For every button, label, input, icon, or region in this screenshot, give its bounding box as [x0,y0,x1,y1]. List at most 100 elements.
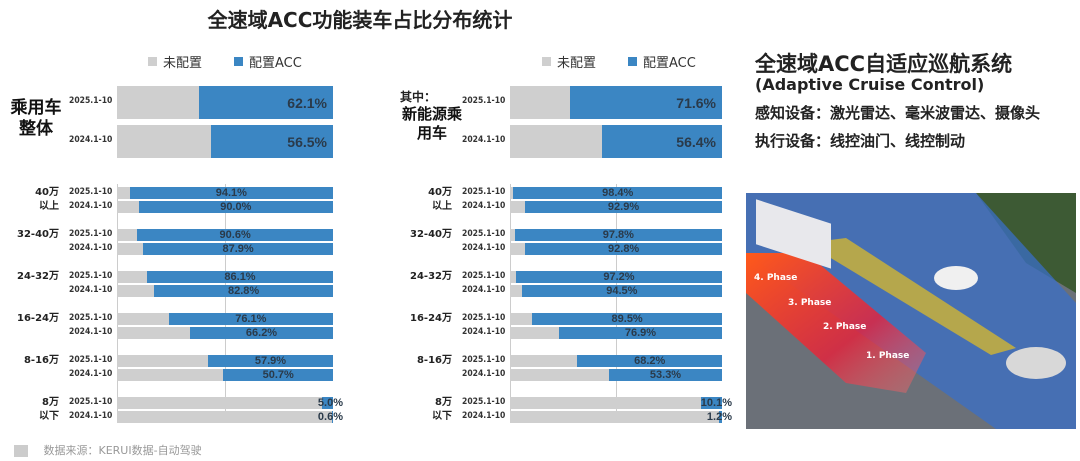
bar-configured [602,125,722,158]
data-label: 66.2% [245,326,278,339]
data-label: 56.4% [676,133,716,150]
bar-unconfigured [510,397,722,409]
bar-configured [532,313,722,325]
segment-label: 8万 以下 [432,397,452,422]
legend-right: 未配置 配置ACC [542,52,696,71]
bar-configured [719,411,722,423]
page-title: 全速域ACC功能装车占比分布统计 [207,8,513,32]
bar-configured [570,86,722,119]
segment-label: 8-16万 [23,355,59,366]
info-subtitle: (Adaptive Cruise Control) [755,75,985,94]
data-label: 10.1% [700,396,732,409]
bar-configured [207,355,333,367]
bar-configured [190,327,333,339]
data-label: 89.5% [611,312,643,325]
data-label: 5.0% [317,396,343,409]
bar-configured [322,397,333,409]
info-sensing: 感知设备：激光雷达、毫米波雷达、摄像头 [755,104,1041,122]
date-label: 2024.1-10 [69,369,113,379]
distance-stripes [806,238,1016,355]
date-label: 2025.1-10 [462,313,506,323]
group-label-overall: 乘用车整体 [10,98,62,139]
data-label: 76.1% [235,312,267,325]
bar-unconfigured [117,411,333,423]
segment-label: 16-24万 [410,313,452,324]
group-label-nev: 其中： 新能源乘用车 [400,88,464,143]
data-label: 71.6% [676,94,716,111]
bar-configured [147,271,333,283]
data-label: 94.5% [606,284,638,297]
data-label: 68.2% [634,354,666,367]
date-label: 2024.1-10 [69,411,113,421]
group-label-text: 新能源乘用车 [401,105,462,142]
bar-configured [210,125,333,158]
bar-configured [558,327,722,339]
bar-unconfigured [117,397,333,409]
info-title: 全速域ACC自适应巡航系统 [755,52,1013,76]
calendar-icon [14,445,28,457]
segment-label: 8万 以下 [39,397,59,422]
legend-left: 未配置 配置ACC [148,52,302,71]
bar-configured [223,369,333,381]
date-label: 2025.1-10 [462,187,506,197]
data-label: 90.6% [219,228,251,241]
data-label: 62.1% [287,94,327,111]
data-label: 76.9% [624,326,657,339]
data-label: 87.9% [222,242,254,255]
legend-swatch-configured [234,57,244,66]
phase-label: 3. Phase [788,298,831,308]
segment-label: 24-32万 [17,271,59,282]
info-actuation: 执行设备：线控油门、线控制动 [755,132,966,150]
bar-configured [515,271,722,283]
car-icon [934,266,978,290]
date-label: 2024.1-10 [462,243,506,253]
phase-label: 4. Phase [754,273,797,283]
data-label: 1.2% [706,410,732,423]
date-label: 2025.1-10 [69,96,113,106]
legend-unconfigured: 未配置 [557,56,597,71]
date-label: 2025.1-10 [462,355,506,365]
bar-configured [514,229,722,241]
legend-unconfigured: 未配置 [163,56,203,71]
source-text: 数据来源：KERUI数据-自动驾驶 [43,444,202,457]
axis-line [510,184,511,420]
date-label: 2024.1-10 [462,327,506,337]
bar-configured [513,187,722,199]
segment-label: 24-32万 [410,271,452,282]
data-label: 92.9% [607,200,640,213]
segment-label: 16-24万 [17,313,59,324]
data-label: 57.9% [254,354,287,367]
segment-label: 32-40万 [410,229,452,240]
bar-configured [521,285,722,297]
date-label: 2025.1-10 [69,313,113,323]
date-label: 2024.1-10 [462,135,506,145]
bar-configured [331,411,333,423]
date-label: 2025.1-10 [69,355,113,365]
data-label: 0.6% [317,410,343,423]
group-label-prefix: 其中： [400,90,437,104]
data-label: 50.7% [262,368,294,381]
segment-label: 40万 以上 [428,187,452,212]
date-label: 2025.1-10 [462,229,506,239]
date-label: 2024.1-10 [462,369,506,379]
bar-unconfigured [510,411,722,423]
data-label: 56.5% [287,133,327,150]
phase-zone [746,253,926,393]
date-label: 2025.1-10 [462,397,506,407]
bar-configured [700,397,722,409]
date-label: 2024.1-10 [69,243,113,253]
legend-swatch-unconfigured [542,57,551,66]
ego-car-icon [1006,347,1066,379]
date-label: 2024.1-10 [69,285,113,295]
legend-swatch-configured [628,57,638,66]
date-label: 2024.1-10 [69,135,113,145]
truck-icon [756,199,831,269]
date-label: 2025.1-10 [69,229,113,239]
legend-configured: 配置ACC [249,56,302,71]
segment-label: 8-16万 [416,355,452,366]
bar-configured [138,201,333,213]
date-label: 2025.1-10 [462,96,506,106]
date-label: 2024.1-10 [462,201,506,211]
gridline [225,184,226,420]
